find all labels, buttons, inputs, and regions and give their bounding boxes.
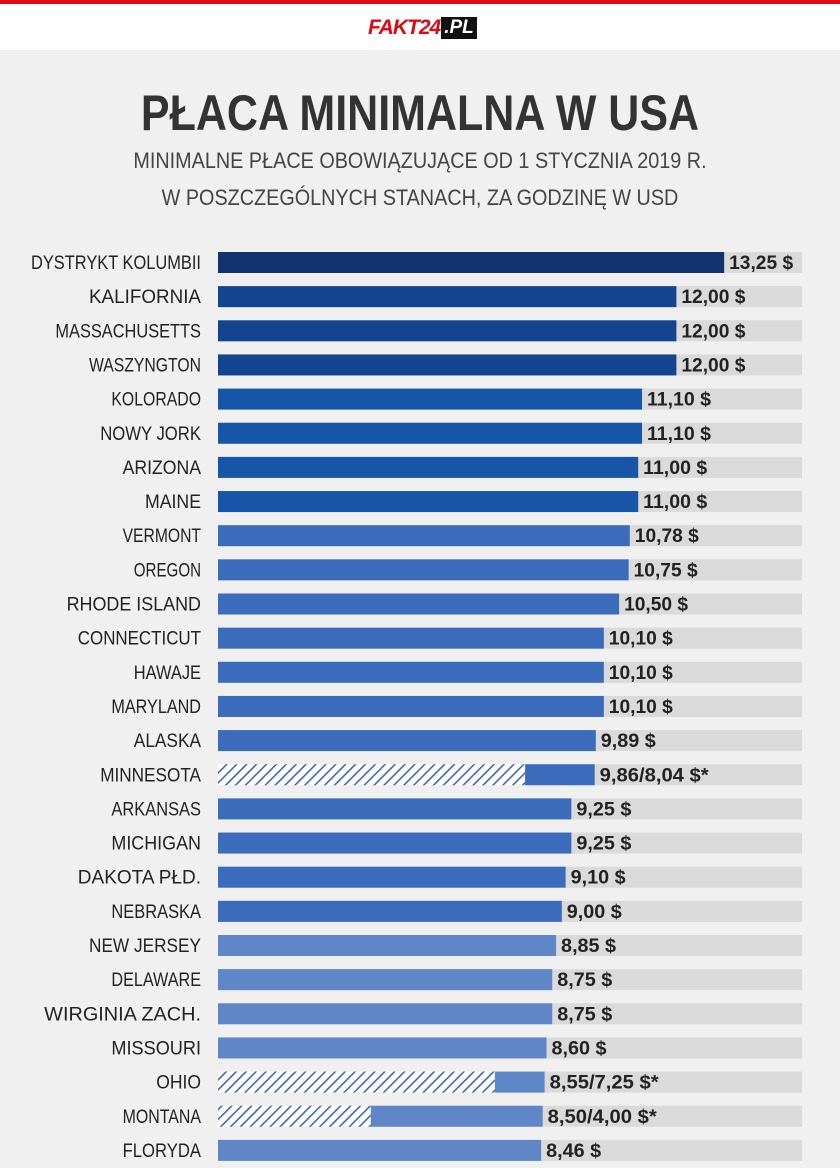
value-label: 8,60 $ — [552, 1038, 607, 1059]
bar-hatched-minnesota — [218, 764, 526, 786]
category-label: RHODE ISLAND — [67, 595, 201, 616]
bar-kalifornia — [218, 286, 677, 308]
bar-kolorado — [218, 388, 643, 410]
bar-massachusetts — [218, 320, 677, 342]
category-label: DAKOTA PŁD. — [78, 868, 201, 889]
bar-waszyngton — [218, 354, 677, 376]
category-label: WASZYNGTON — [89, 355, 201, 376]
bar-michigan — [218, 832, 572, 854]
value-label: 8,75 $ — [557, 970, 612, 991]
value-label: 8,46 $ — [546, 1141, 601, 1162]
bar-ohio — [494, 1071, 545, 1093]
chart-subtitle-line1: MINIMALNE PŁACE OBOWIĄZUJĄCE OD 1 STYCZN… — [133, 148, 707, 173]
bar-nebraska — [218, 900, 562, 922]
value-label: 11,00 $ — [643, 458, 707, 479]
value-label: 9,86/8,04 $* — [600, 765, 710, 786]
value-label: 8,75 $ — [557, 1004, 612, 1025]
bar-vermont — [218, 525, 630, 547]
fakt24-logo[interactable]: FAKT24 .PL — [364, 16, 483, 40]
value-label: 13,25 $ — [729, 253, 793, 274]
site-header: FAKT24 .PL — [0, 4, 840, 50]
category-label: OHIO — [156, 1073, 201, 1094]
top-accent-strip — [0, 0, 840, 4]
bar-oregon — [218, 559, 629, 581]
value-label: 8,85 $ — [561, 936, 616, 957]
bar-nowy-jork — [218, 422, 643, 444]
chart-title: PŁACA MINIMALNA W USA — [140, 85, 700, 141]
value-label: 10,10 $ — [609, 663, 673, 684]
category-label: NEW JERSEY — [89, 936, 201, 957]
category-label: KALIFORNIA — [89, 287, 201, 308]
category-label: MISSOURI — [111, 1038, 201, 1059]
value-label: 8,50/4,00 $* — [548, 1107, 658, 1128]
category-label: KOLORADO — [111, 390, 201, 411]
category-label: DYSTRYKT KOLUMBII — [31, 253, 201, 274]
value-label: 11,00 $ — [643, 492, 707, 513]
bar-alaska — [218, 730, 596, 752]
value-label: 11,10 $ — [647, 390, 711, 411]
value-label: 12,00 $ — [681, 287, 745, 308]
bar-missouri — [218, 1037, 547, 1059]
category-label: MASSACHUSETTS — [55, 321, 201, 342]
category-label: DELAWARE — [111, 970, 201, 991]
value-label: 11,10 $ — [647, 424, 711, 445]
value-label: 9,25 $ — [576, 834, 631, 855]
value-label: 8,55/7,25 $* — [550, 1073, 660, 1094]
category-label: MINNESOTA — [100, 765, 201, 786]
category-label: OREGON — [134, 560, 201, 581]
bar-maryland — [218, 695, 604, 717]
value-label: 10,10 $ — [609, 629, 673, 650]
bar-connecticut — [218, 627, 604, 649]
logo-suffix: .PL — [441, 17, 477, 39]
category-label: MICHIGAN — [111, 834, 201, 855]
value-label: 9,00 $ — [567, 902, 622, 923]
bar-arkansas — [218, 798, 572, 820]
value-label: 10,78 $ — [635, 526, 699, 547]
bar-wirginia-zach- — [218, 1003, 553, 1025]
bar-hatched-ohio — [218, 1071, 495, 1093]
value-label: 10,10 $ — [609, 697, 673, 718]
category-label: ALASKA — [134, 731, 201, 752]
bar-minnesota — [525, 764, 595, 786]
value-label: 10,75 $ — [634, 560, 698, 581]
category-label: ARIZONA — [123, 458, 202, 479]
bar-montana — [370, 1105, 543, 1127]
category-label: VERMONT — [123, 526, 202, 547]
bar-maine — [218, 491, 639, 513]
chart-subtitle-line2: W POSZCZEGÓLNYCH STANACH, ZA GODZINĘ W U… — [161, 185, 679, 210]
value-label: 10,50 $ — [624, 595, 688, 616]
bar-delaware — [218, 969, 553, 991]
bar-floryda — [218, 1139, 542, 1161]
value-label: 12,00 $ — [681, 321, 745, 342]
value-label: 9,25 $ — [576, 799, 631, 820]
category-label: FLORYDA — [123, 1141, 202, 1162]
bar-hawaje — [218, 661, 604, 683]
bar-new-jersey — [218, 935, 557, 956]
category-label: ARKANSAS — [111, 799, 201, 820]
category-label: NEBRASKA — [111, 902, 201, 923]
bar-dakota-p-d- — [218, 866, 566, 888]
category-label: MAINE — [145, 492, 201, 513]
bar-dystrykt-kolumbii — [218, 252, 725, 273]
value-label: 9,10 $ — [571, 868, 626, 889]
category-label: WIRGINIA ZACH. — [44, 1004, 201, 1025]
logo-brand-text: FAKT24 — [368, 16, 441, 39]
category-label: MARYLAND — [111, 697, 201, 718]
category-label: HAWAJE — [134, 663, 201, 684]
bar-hatched-montana — [218, 1105, 371, 1127]
category-label: NOWY JORK — [100, 424, 201, 445]
value-label: 12,00 $ — [681, 355, 745, 376]
bar-arizona — [218, 456, 639, 478]
value-label: 9,89 $ — [601, 731, 656, 752]
bar-rhode-island — [218, 593, 620, 615]
category-label: MONTANA — [123, 1107, 202, 1128]
category-label: CONNECTICUT — [78, 629, 202, 650]
